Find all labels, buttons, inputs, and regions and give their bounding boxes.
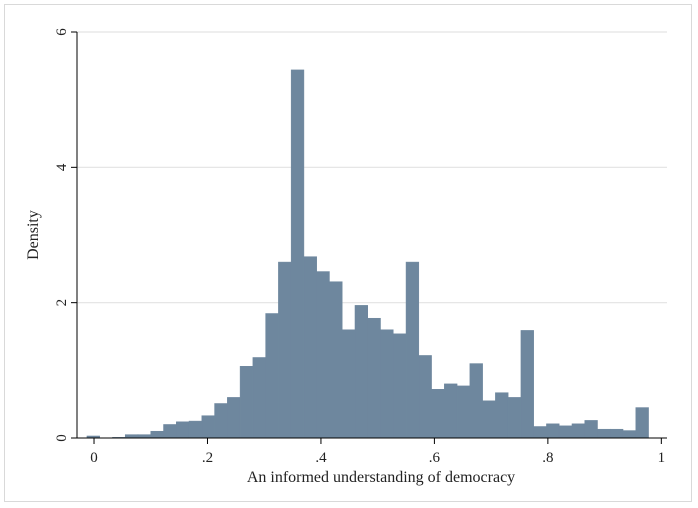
y-tick-label: 2 bbox=[54, 299, 70, 307]
histogram-bar bbox=[341, 329, 356, 439]
x-tick-label: 0 bbox=[90, 450, 98, 466]
y-tick-label: 6 bbox=[54, 28, 70, 36]
x-tick-label: .6 bbox=[429, 450, 441, 466]
histogram-bar bbox=[546, 423, 560, 439]
histogram-bar bbox=[456, 385, 471, 439]
histogram-bar bbox=[584, 420, 598, 439]
histogram-bar bbox=[520, 330, 534, 439]
x-tick-label: .2 bbox=[202, 450, 213, 466]
histogram-bar bbox=[278, 261, 292, 439]
x-axis-title: An informed understanding of democracy bbox=[247, 469, 515, 486]
histogram-bar bbox=[239, 366, 254, 439]
histogram-bar bbox=[558, 425, 573, 439]
y-axis-title: Density bbox=[25, 210, 42, 260]
histogram-bar bbox=[176, 421, 190, 439]
histogram-bar bbox=[610, 428, 624, 439]
histogram-bar bbox=[393, 333, 407, 439]
histogram-bar bbox=[482, 400, 496, 439]
histogram-bar bbox=[227, 397, 241, 439]
histogram-bar bbox=[137, 434, 152, 439]
histogram-bar bbox=[507, 397, 522, 439]
histogram-bar bbox=[469, 363, 483, 439]
x-tick-label: 1 bbox=[658, 450, 666, 466]
x-tick-label: .8 bbox=[542, 450, 553, 466]
histogram-bar bbox=[265, 313, 279, 439]
histogram-bar bbox=[316, 271, 330, 439]
histogram-bar bbox=[124, 434, 139, 439]
bars bbox=[86, 69, 649, 439]
histogram-bar bbox=[380, 329, 394, 439]
histogram-bar bbox=[635, 407, 649, 439]
histogram-bar bbox=[201, 415, 215, 439]
histogram-bar bbox=[444, 383, 458, 439]
histogram-bar bbox=[597, 428, 611, 439]
histogram-bar bbox=[367, 317, 381, 439]
histogram-bar bbox=[405, 261, 420, 439]
histogram-bar bbox=[431, 389, 445, 439]
histogram-bar bbox=[533, 426, 547, 439]
y-tick-label: 4 bbox=[54, 163, 70, 171]
chart-frame bbox=[4, 4, 692, 502]
histogram-bar bbox=[329, 281, 343, 439]
y-tick-label: 0 bbox=[54, 434, 70, 442]
histogram-bar bbox=[188, 420, 203, 439]
grid-lines bbox=[77, 31, 667, 304]
histogram-bar bbox=[354, 305, 368, 439]
histogram-bar bbox=[418, 355, 432, 439]
histogram-bar bbox=[163, 424, 177, 439]
histogram-bar bbox=[571, 423, 585, 439]
histogram-bar bbox=[622, 430, 637, 439]
axes: 0 2 4 6 0 .2 .4 .6 .8 1 bbox=[54, 28, 667, 466]
x-tick-label: .4 bbox=[315, 450, 327, 466]
histogram-bar bbox=[303, 256, 317, 439]
histogram-bar bbox=[214, 403, 228, 439]
histogram-bar bbox=[252, 357, 266, 439]
histogram-bar bbox=[290, 69, 305, 439]
histogram-bar bbox=[495, 392, 509, 439]
histogram-bar bbox=[150, 430, 164, 439]
